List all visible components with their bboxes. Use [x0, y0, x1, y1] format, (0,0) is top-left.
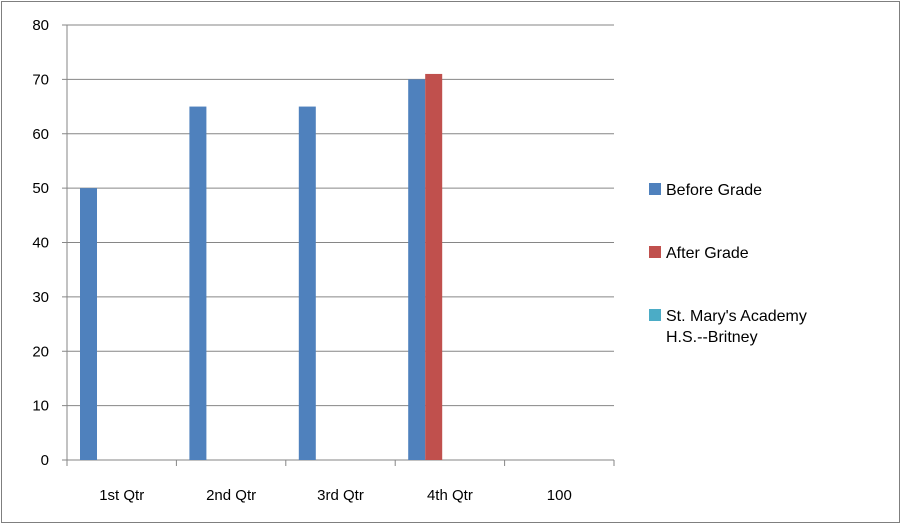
legend-swatch [649, 183, 661, 195]
legend-label-line: H.S.--Britney [666, 329, 758, 346]
y-tick-label: 50 [32, 180, 49, 197]
x-tick-label: 1st Qtr [99, 487, 144, 504]
bar [189, 106, 207, 460]
bar [425, 73, 443, 460]
x-tick-label: 3rd Qtr [317, 487, 364, 504]
y-tick-label: 70 [32, 71, 49, 88]
legend-label: After Grade [666, 245, 749, 262]
y-tick-label: 80 [32, 17, 49, 34]
x-tick-label: 4th Qtr [427, 487, 473, 504]
x-tick-label: 2nd Qtr [206, 487, 256, 504]
y-tick-label: 40 [32, 235, 49, 252]
y-tick-label: 20 [32, 343, 49, 360]
legend-label-line: After Grade [666, 245, 749, 262]
legend-label-line: St. Mary's Academy [666, 308, 807, 325]
legend-swatch [649, 309, 661, 321]
bar [298, 106, 316, 460]
y-tick-label: 0 [41, 452, 49, 469]
legend-label: St. Mary's Academy H.S.--Britney [666, 308, 807, 346]
y-tick-label: 30 [32, 289, 49, 306]
bar [80, 188, 97, 460]
y-tick-label: 60 [32, 126, 49, 143]
legend-swatch [649, 246, 661, 258]
bar [408, 79, 426, 460]
legend-label-line: Before Grade [666, 182, 762, 199]
y-tick-label: 10 [32, 398, 49, 415]
legend-label: Before Grade [666, 182, 762, 199]
x-tick-label: 100 [547, 487, 572, 504]
